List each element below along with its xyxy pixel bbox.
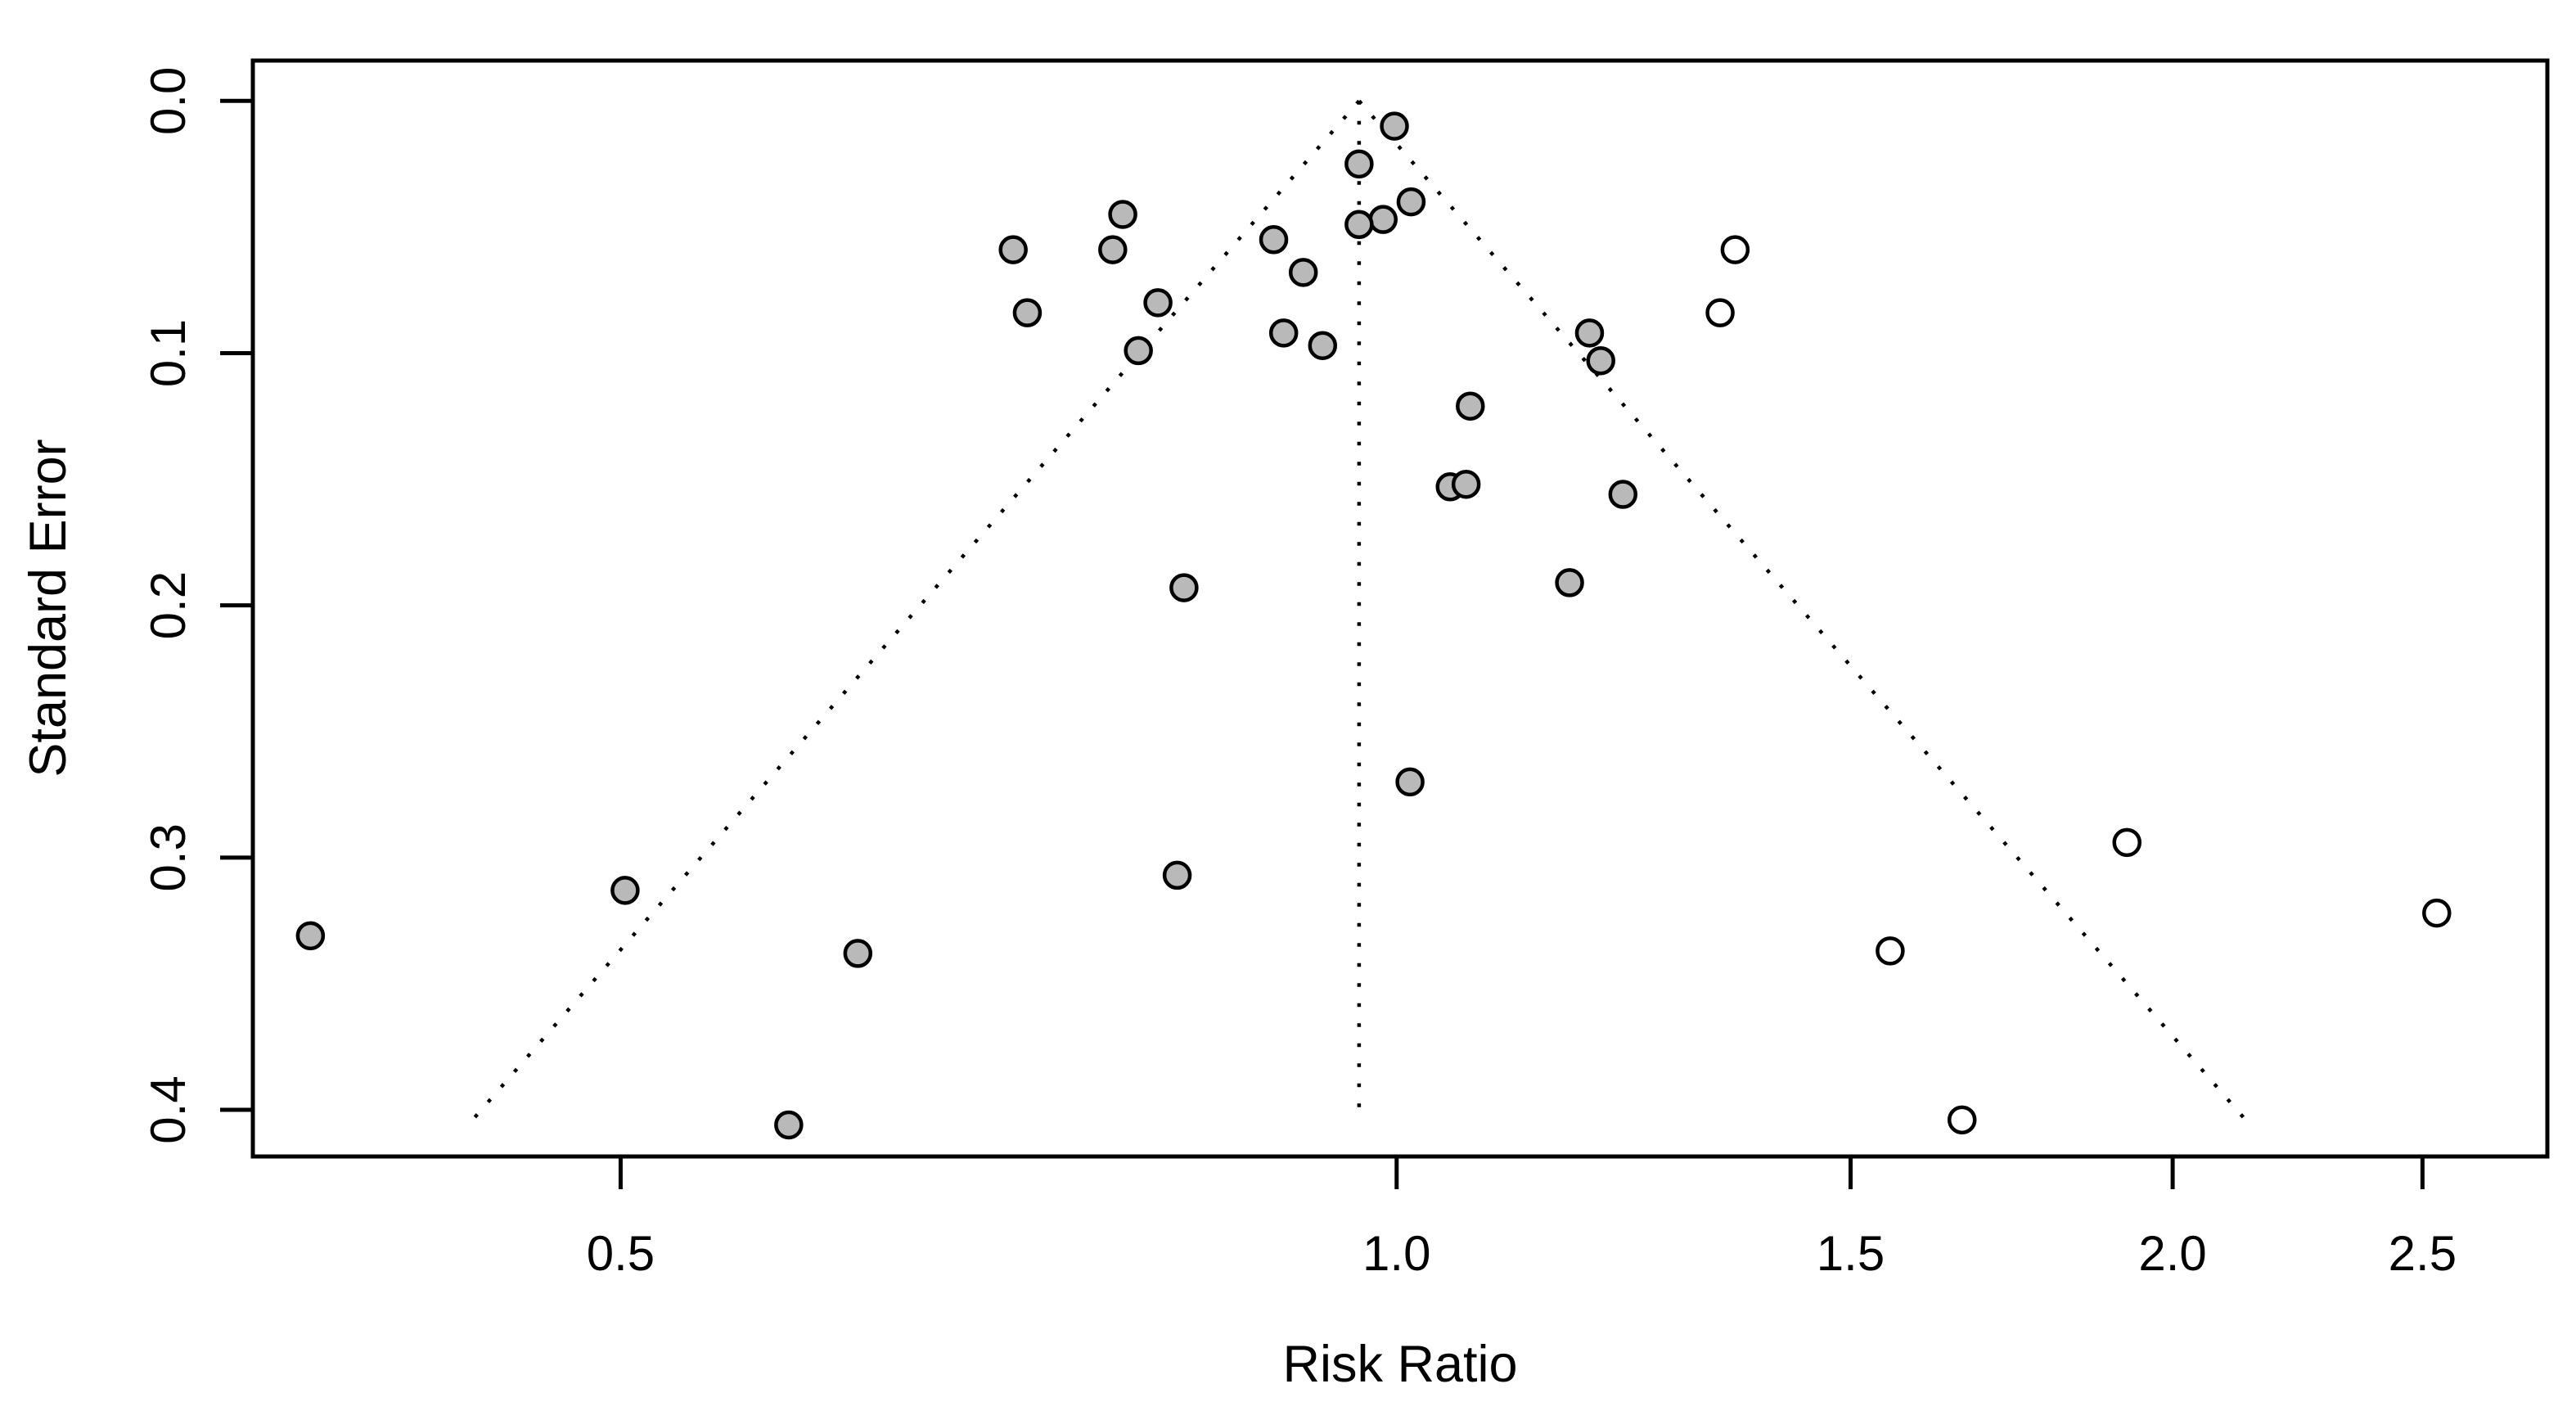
- data-point-observed: [1162, 860, 1192, 890]
- data-point-observed: [1555, 568, 1584, 597]
- data-point-imputed: [1705, 298, 1735, 327]
- y-tick-label: 0.0: [141, 67, 196, 135]
- x-tick-label: 2.5: [2389, 1226, 2457, 1281]
- data-point-imputed: [1876, 936, 1905, 966]
- data-point-observed: [1259, 225, 1289, 255]
- data-point-observed: [1143, 288, 1173, 318]
- x-tick-label: 0.5: [587, 1226, 655, 1281]
- data-point-imputed: [2112, 827, 2142, 858]
- data-point-observed: [1344, 149, 1374, 179]
- data-point-observed: [295, 921, 326, 951]
- data-point-observed: [1456, 391, 1485, 421]
- data-point-observed: [1451, 469, 1481, 499]
- data-point-observed: [843, 939, 873, 968]
- data-point-observed: [1098, 235, 1128, 264]
- data-point-observed: [1395, 767, 1425, 797]
- data-point-observed: [1108, 200, 1137, 229]
- data-point-observed: [998, 235, 1028, 264]
- data-point-observed: [1380, 111, 1409, 141]
- data-point-observed: [1288, 258, 1318, 287]
- y-tick-label: 0.1: [141, 319, 196, 387]
- data-point-observed: [1396, 187, 1426, 217]
- data-point-observed: [774, 1110, 804, 1140]
- y-tick-label: 0.4: [141, 1075, 196, 1143]
- funnel-right-boundary-line: [1358, 99, 2249, 1124]
- plot-generated-layer: 0.5 1.0 1.5 2.0 2.5 0.0 0.1 0.2 0.3 0.4: [141, 58, 2550, 1281]
- data-point-observed: [1368, 205, 1398, 234]
- y-tick-label: 0.3: [141, 823, 196, 891]
- data-point-observed: [1608, 480, 1638, 509]
- y-tick-label: 0.2: [141, 571, 196, 639]
- data-point-observed: [1308, 331, 1338, 360]
- data-point-imputed: [2422, 898, 2452, 928]
- data-point-imputed: [1947, 1105, 1977, 1135]
- data-point-observed: [1169, 573, 1199, 602]
- funnel-left-boundary-line: [469, 99, 1361, 1124]
- data-point-observed: [1574, 318, 1605, 348]
- data-point-observed: [1268, 318, 1299, 348]
- data-point-observed: [1344, 210, 1374, 240]
- data-point-imputed: [1720, 235, 1750, 264]
- x-tick-label: 1.0: [1362, 1226, 1430, 1281]
- data-point-observed: [1586, 345, 1615, 376]
- data-point-observed: [1124, 336, 1153, 366]
- data-point-observed: [610, 876, 640, 905]
- x-tick-label: 2.0: [2138, 1226, 2206, 1281]
- x-tick-label: 1.5: [1817, 1226, 1885, 1281]
- x-axis-title: Risk Ratio: [1282, 1336, 1517, 1393]
- y-axis-title: Standard Error: [20, 439, 77, 777]
- data-point-observed: [1012, 298, 1043, 327]
- plot-box: [250, 58, 2550, 1159]
